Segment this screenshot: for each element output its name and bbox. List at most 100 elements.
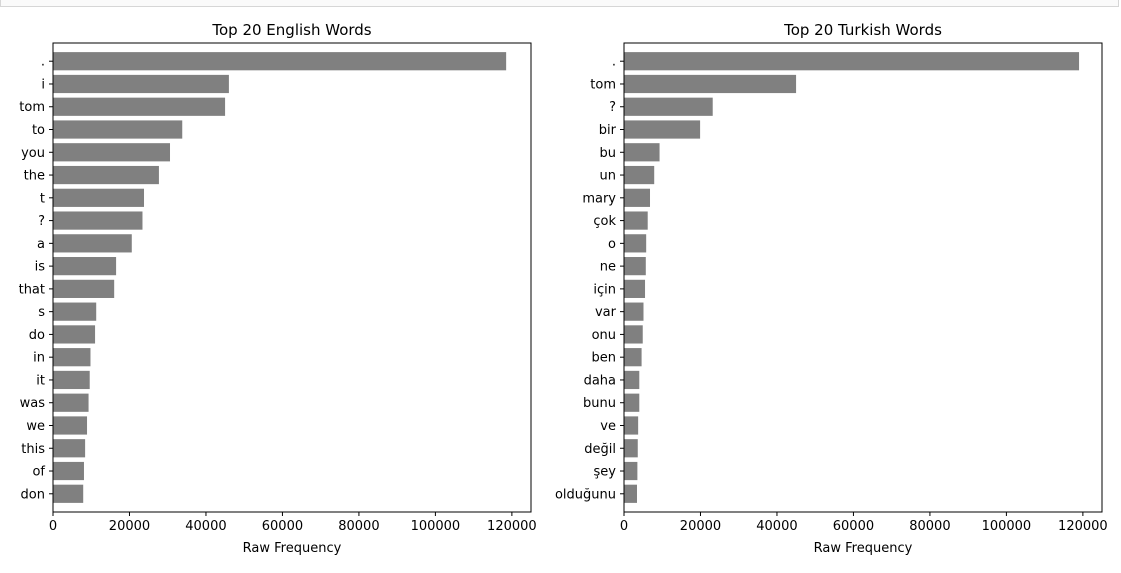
bar-0 [53, 52, 507, 71]
bar-1 [53, 74, 229, 94]
y-tick-label: the [24, 169, 45, 184]
y-tick-label: daha [584, 373, 616, 388]
bar-11 [53, 302, 97, 321]
bar-15 [624, 393, 640, 412]
bar-9 [53, 257, 117, 276]
x-tick-label: 0 [49, 519, 57, 534]
y-tick-label: of [32, 465, 45, 480]
y-tick-label: ne [600, 260, 616, 275]
y-tick-label: ? [609, 100, 616, 115]
bar-18 [624, 461, 638, 481]
x-tick-label: 20000 [680, 519, 721, 534]
x-tick-label: 80000 [909, 519, 950, 534]
y-tick-label: tom [590, 77, 616, 92]
y-tick-label: bu [600, 146, 617, 161]
y-tick-label: onu [592, 328, 616, 343]
bar-6 [624, 188, 651, 207]
y-tick-label: değil [584, 442, 616, 457]
y-tick-label: ben [592, 351, 617, 366]
x-axis-label: Raw Frequency [814, 541, 913, 556]
y-tick-label: o [608, 237, 616, 252]
y-tick-label: . [41, 55, 45, 70]
bar-6 [53, 188, 145, 207]
bar-4 [624, 143, 660, 162]
x-tick-label: 120000 [487, 519, 537, 534]
bar-2 [624, 97, 713, 116]
x-tick-label: 40000 [185, 519, 226, 534]
bar-3 [624, 120, 701, 139]
output-cell-border [0, 0, 1119, 7]
x-tick-label: 40000 [756, 519, 797, 534]
y-tick-label: to [32, 123, 45, 138]
bar-19 [53, 484, 84, 503]
x-tick-label: 0 [620, 519, 628, 534]
y-tick-label: we [26, 419, 45, 434]
bar-2 [53, 97, 226, 116]
bar-10 [53, 279, 115, 298]
y-tick-label: s [38, 305, 45, 320]
bar-15 [53, 393, 89, 412]
y-tick-label: bir [599, 123, 617, 138]
y-tick-label: ve [600, 419, 616, 434]
y-tick-label: do [29, 328, 45, 343]
y-tick-label: için [593, 282, 616, 297]
y-tick-label: t [40, 191, 45, 206]
bars-group: . tom? bir bu un mary çok o ne için var onu ben daha b… [555, 52, 1108, 534]
chart-title: Top 20 Turkish Words [783, 21, 942, 39]
bar-16 [53, 416, 88, 435]
y-tick-label: un [600, 169, 616, 184]
bar-16 [624, 416, 639, 435]
bar-18 [53, 461, 84, 481]
chart-title: Top 20 English Words [211, 21, 371, 39]
bar-7 [624, 211, 648, 230]
y-tick-label: is [35, 260, 46, 275]
y-tick-label: i [41, 77, 45, 92]
bar-4 [53, 143, 171, 162]
bar-17 [624, 439, 638, 458]
bar-13 [53, 348, 91, 367]
bar-10 [624, 279, 646, 298]
y-tick-label: ? [38, 214, 45, 229]
y-tick-label: çok [593, 214, 616, 229]
y-tick-label: bunu [583, 396, 616, 411]
x-tick-label: 80000 [338, 519, 379, 534]
bar-12 [53, 325, 96, 344]
bar-14 [624, 370, 640, 390]
plot-frame [52, 42, 532, 513]
x-axis-label: Raw Frequency [243, 541, 342, 556]
bar-8 [53, 234, 132, 253]
y-tick-label: was [20, 396, 46, 411]
plot-frame [623, 42, 1103, 513]
bar-9 [624, 257, 646, 276]
bar-13 [624, 348, 642, 367]
y-tick-label: don [21, 487, 45, 502]
bar-8 [624, 234, 647, 253]
y-tick-label: mary [582, 191, 616, 206]
bars-group: . i tom to you the t? a is that s do in it was we this of… [19, 52, 537, 534]
y-tick-label: şey [594, 465, 617, 480]
x-tick-label: 60000 [262, 519, 303, 534]
x-tick-label: 20000 [109, 519, 150, 534]
y-tick-label: that [19, 282, 45, 297]
y-tick-label: var [595, 305, 617, 320]
y-tick-label: in [33, 351, 45, 366]
x-tick-label: 60000 [833, 519, 874, 534]
bar-5 [53, 165, 159, 185]
bar-17 [53, 439, 86, 458]
bar-12 [624, 325, 643, 344]
x-tick-label: 100000 [411, 519, 461, 534]
bar-1 [624, 74, 797, 94]
x-tick-label: 120000 [1058, 519, 1108, 534]
y-tick-label: you [21, 146, 45, 161]
bar-5 [624, 165, 655, 185]
bar-3 [53, 120, 183, 139]
bar-0 [624, 52, 1080, 71]
y-tick-label: olduğunu [555, 487, 616, 502]
y-tick-label: a [37, 237, 45, 252]
turkish-words-chart: Top 20 Turkish Words Raw Frequency . tom?… [555, 21, 1108, 556]
y-tick-label: it [36, 373, 45, 388]
x-tick-label: 100000 [982, 519, 1032, 534]
bar-7 [53, 211, 143, 230]
y-tick-label: this [21, 442, 45, 457]
